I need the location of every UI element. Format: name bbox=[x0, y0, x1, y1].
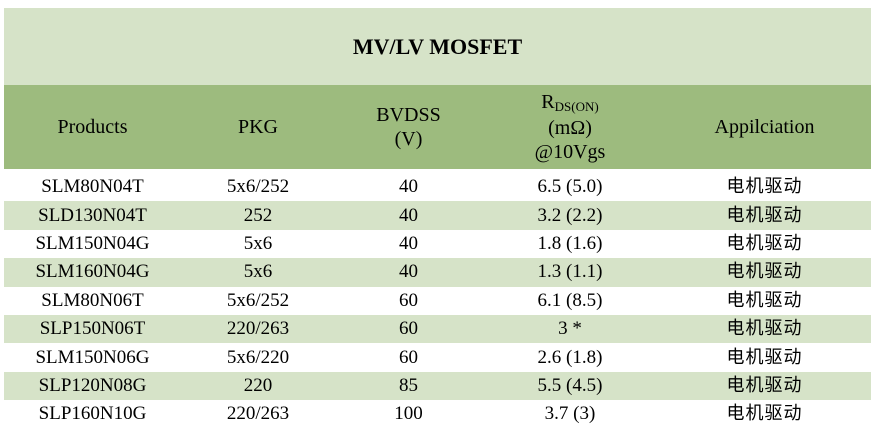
cell-bvdss: 40 bbox=[399, 204, 418, 226]
table-row: SLP120N08G 220 85 5.5 (4.5) 电机驱动 bbox=[4, 371, 871, 401]
header-rds-unit: (mΩ) bbox=[548, 117, 592, 139]
cell-product: SLM150N06G bbox=[35, 346, 150, 368]
table-row: SLM80N06T 5x6/252 60 6.1 (8.5) 电机驱动 bbox=[4, 287, 871, 315]
cell-application: 电机驱动 bbox=[726, 261, 803, 283]
header-rds-symbol: RDS(ON) bbox=[541, 90, 598, 116]
mosfet-table: MV/LV MOSFET Products PKG BVDSS (V) RDS(… bbox=[4, 8, 871, 429]
header-pkg: PKG bbox=[181, 115, 335, 139]
header-rds-main: R bbox=[541, 91, 555, 113]
table-row: SLP160N10G 220/263 100 3.7 (3) 电机驱动 bbox=[4, 400, 871, 428]
cell-bvdss: 60 bbox=[399, 346, 418, 368]
cell-pkg: 5x6/252 bbox=[226, 289, 290, 311]
table-header-row: Products PKG BVDSS (V) RDS(ON) (mΩ) @10V… bbox=[4, 85, 871, 169]
cell-rds: 6.5 (5.0) bbox=[537, 176, 603, 198]
table-title: MV/LV MOSFET bbox=[4, 8, 871, 85]
cell-pkg: 5x6/220 bbox=[226, 346, 290, 368]
cell-application: 电机驱动 bbox=[726, 232, 803, 254]
cell-product: SLP150N06T bbox=[39, 318, 146, 340]
table-row: SLM80N04T 5x6/252 40 6.5 (5.0) 电机驱动 bbox=[4, 173, 871, 201]
cell-pkg: 220/263 bbox=[226, 403, 290, 425]
header-products: Products bbox=[4, 115, 181, 139]
cell-product: SLP160N10G bbox=[38, 403, 147, 425]
cell-application: 电机驱动 bbox=[726, 346, 803, 368]
cell-bvdss: 40 bbox=[399, 261, 418, 283]
cell-bvdss: 85 bbox=[399, 374, 418, 396]
cell-pkg: 5x6 bbox=[243, 261, 273, 283]
header-products-label: Products bbox=[57, 116, 128, 138]
table-row: SLP150N06T 220/263 60 3 * 电机驱动 bbox=[4, 314, 871, 344]
cell-bvdss: 40 bbox=[399, 176, 418, 198]
cell-rds: 6.1 (8.5) bbox=[537, 289, 603, 311]
table-row: SLM160N04G 5x6 40 1.3 (1.1) 电机驱动 bbox=[4, 258, 871, 287]
cell-bvdss: 60 bbox=[399, 289, 418, 311]
cell-product: SLP120N08G bbox=[38, 374, 147, 396]
header-pkg-label: PKG bbox=[237, 116, 278, 138]
cell-rds: 2.6 (1.8) bbox=[537, 346, 603, 368]
cell-rds: 1.3 (1.1) bbox=[537, 261, 603, 283]
cell-pkg: 220/263 bbox=[226, 318, 290, 340]
table-row: SLD130N04T 252 40 3.2 (2.2) 电机驱动 bbox=[4, 201, 871, 230]
cell-rds: 1.8 (1.6) bbox=[537, 232, 603, 254]
cell-application: 电机驱动 bbox=[726, 176, 803, 198]
header-rds-subscript: DS(ON) bbox=[554, 99, 599, 114]
table-row: SLM150N06G 5x6/220 60 2.6 (1.8) 电机驱动 bbox=[4, 343, 871, 371]
cell-rds: 3.2 (2.2) bbox=[537, 204, 603, 226]
cell-rds: 3.7 (3) bbox=[544, 403, 596, 425]
cell-application: 电机驱动 bbox=[726, 374, 803, 396]
cell-product: SLM80N06T bbox=[41, 289, 144, 311]
cell-bvdss: 100 bbox=[394, 403, 423, 425]
cell-application: 电机驱动 bbox=[726, 403, 803, 425]
table-body: SLM80N04T 5x6/252 40 6.5 (5.0) 电机驱动 SLD1… bbox=[4, 173, 871, 429]
cell-pkg: 252 bbox=[243, 204, 273, 226]
cell-product: SLM160N04G bbox=[35, 261, 150, 283]
header-rds-condition: @10Vgs bbox=[534, 141, 606, 163]
table-row: SLM150N04G 5x6 40 1.8 (1.6) 电机驱动 bbox=[4, 230, 871, 258]
header-application-label: Appilciation bbox=[714, 116, 815, 138]
cell-bvdss: 40 bbox=[399, 232, 418, 254]
cell-application: 电机驱动 bbox=[726, 318, 803, 340]
cell-rds: 3 * bbox=[558, 318, 582, 340]
header-bvdss-label: BVDSS bbox=[376, 104, 441, 126]
header-bvdss-unit: (V) bbox=[394, 128, 423, 150]
cell-rds: 5.5 (4.5) bbox=[537, 374, 603, 396]
header-bvdss: BVDSS (V) bbox=[335, 103, 482, 151]
cell-product: SLM150N04G bbox=[35, 232, 150, 254]
cell-product: SLM80N04T bbox=[41, 176, 144, 198]
cell-pkg: 5x6 bbox=[243, 232, 273, 254]
cell-product: SLD130N04T bbox=[38, 204, 147, 226]
cell-application: 电机驱动 bbox=[726, 289, 803, 311]
cell-bvdss: 60 bbox=[399, 318, 418, 340]
cell-pkg: 5x6/252 bbox=[226, 176, 290, 198]
cell-application: 电机驱动 bbox=[726, 204, 803, 226]
header-application: Appilciation bbox=[658, 115, 871, 139]
header-rds: RDS(ON) (mΩ) @10Vgs bbox=[482, 90, 658, 164]
cell-pkg: 220 bbox=[243, 374, 273, 396]
